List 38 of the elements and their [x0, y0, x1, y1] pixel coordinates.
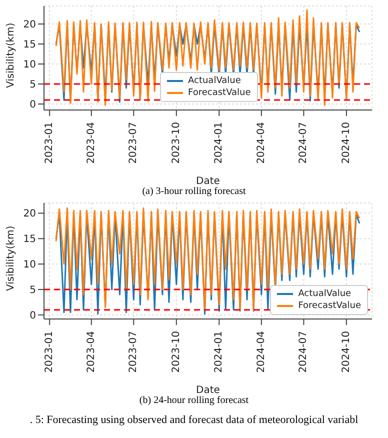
y-tick-label: 10 [23, 60, 36, 71]
y-axis-title: Visibility(km) [6, 22, 17, 88]
x-axis-title: Date [196, 176, 220, 187]
text: . 5: Forecasting using observed and forecast data of meteorological variabl [28, 414, 360, 426]
x-tick-label: 2024-07 [298, 331, 310, 373]
y-tick-label: 15 [23, 40, 36, 51]
x-tick-label: 2023-10 [170, 331, 182, 373]
x-tick-label: 2023-04 [86, 122, 97, 164]
x-axis-title: Date [196, 385, 220, 396]
y-tick-label: 15 [23, 234, 36, 246]
y-tick-label: 0 [30, 100, 36, 111]
y-tick-label: 0 [30, 310, 36, 322]
x-tick-label: 2023-04 [86, 331, 97, 373]
y-axis-title: Visibility(km) [6, 226, 17, 291]
legend-label: ActualValue [188, 75, 241, 87]
x-tick-label: 2024-07 [298, 122, 310, 164]
x-tick-label: 2023-01 [44, 331, 56, 373]
y-tick-label: 10 [23, 260, 36, 271]
x-tick-label: 2023-01 [44, 122, 56, 164]
x-tick-label: 2024-10 [340, 331, 352, 373]
x-tick-label: 2024-04 [256, 331, 267, 373]
text: (b) 24-hour rolling forecast [138, 395, 250, 406]
x-tick-label: 2023-07 [128, 331, 140, 373]
x-tick-label: 2024-01 [214, 122, 225, 164]
y-tick-label: 20 [23, 208, 36, 220]
x-tick-label: 2024-04 [256, 122, 267, 164]
legend-label: ForecastValue [298, 300, 361, 312]
x-tick-label: 2024-01 [214, 331, 225, 373]
text: (a) 3-hour rolling forecast [141, 186, 247, 197]
legend-label: ForecastValue [188, 87, 251, 99]
x-tick-label: 2024-10 [340, 122, 352, 164]
x-tick-label: 2023-07 [128, 122, 140, 164]
legend-label: ActualValue [298, 288, 352, 300]
y-tick-label: 20 [23, 20, 36, 31]
y-tick-label: 5 [30, 80, 36, 91]
y-tick-label: 5 [30, 285, 36, 296]
line-series [55, 9, 360, 106]
x-tick-label: 2023-10 [170, 122, 182, 164]
